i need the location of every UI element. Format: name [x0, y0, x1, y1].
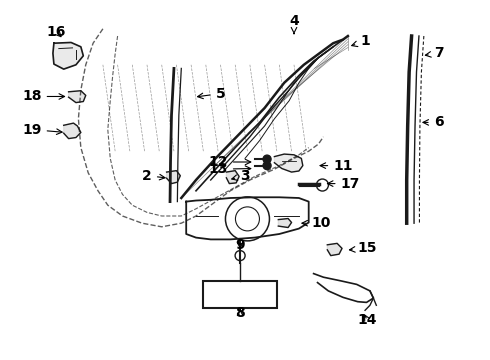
Text: 18: 18 — [22, 90, 65, 103]
Polygon shape — [278, 219, 292, 228]
Text: 14: 14 — [358, 314, 377, 327]
Text: 13: 13 — [208, 162, 251, 176]
Polygon shape — [64, 123, 81, 139]
Polygon shape — [274, 154, 303, 172]
Polygon shape — [53, 42, 83, 69]
Text: 12: 12 — [208, 155, 251, 169]
Text: 4: 4 — [289, 14, 299, 33]
Text: 17: 17 — [327, 177, 360, 190]
Text: 16: 16 — [47, 25, 66, 39]
Text: 10: 10 — [302, 216, 331, 230]
Text: 7: 7 — [425, 46, 443, 60]
Text: 5: 5 — [197, 87, 225, 100]
Polygon shape — [69, 91, 86, 103]
Polygon shape — [167, 171, 180, 184]
Polygon shape — [327, 243, 342, 256]
Text: 9: 9 — [235, 238, 245, 252]
Text: 2: 2 — [142, 169, 165, 183]
Text: 6: 6 — [423, 116, 443, 129]
Text: 19: 19 — [22, 123, 62, 136]
Polygon shape — [226, 171, 239, 184]
Circle shape — [263, 155, 271, 163]
Text: 15: 15 — [349, 242, 377, 255]
Bar — [203, 281, 277, 308]
Text: 1: 1 — [352, 35, 370, 48]
Text: 11: 11 — [320, 159, 353, 172]
Text: 8: 8 — [235, 306, 245, 320]
Circle shape — [263, 162, 271, 170]
Text: 3: 3 — [232, 169, 250, 183]
